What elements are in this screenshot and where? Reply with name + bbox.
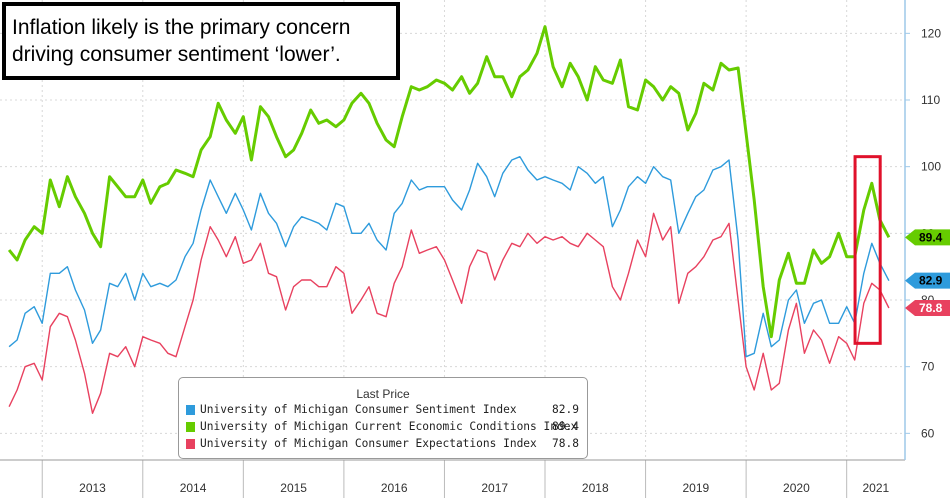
badge-shape bbox=[905, 272, 950, 289]
y-tick-label: 100 bbox=[921, 160, 941, 174]
headline-line-2: driving consumer sentiment ‘lower’. bbox=[12, 43, 341, 66]
y-tick-label: 110 bbox=[921, 93, 940, 107]
legend-title: Last Price bbox=[356, 387, 410, 401]
legend-item-label: University of Michigan Consumer Expectat… bbox=[200, 437, 537, 450]
legend-item-consumer-expectations: University of Michigan Consumer Expectat… bbox=[186, 436, 579, 452]
legend-item-label: University of Michigan Consumer Sentimen… bbox=[200, 403, 517, 416]
x-tick-label: 2014 bbox=[180, 481, 207, 495]
x-tick-label: 2015 bbox=[280, 481, 307, 495]
badge-label: 89.4 bbox=[919, 230, 943, 244]
legend-item-label: University of Michigan Current Economic … bbox=[200, 420, 578, 433]
legend: Last Price University of Michigan Consum… bbox=[178, 377, 588, 459]
legend-item-current-conditions: University of Michigan Current Economic … bbox=[186, 419, 579, 435]
x-tick-label: 2019 bbox=[682, 481, 709, 495]
series-line bbox=[8, 212, 890, 414]
legend-item-value: 82.9 bbox=[552, 403, 579, 416]
series-line bbox=[7, 25, 891, 339]
highlight-box bbox=[853, 155, 882, 345]
y-tick-label: 120 bbox=[921, 26, 941, 40]
y-tick-label: 70 bbox=[921, 360, 935, 374]
badge-shape bbox=[905, 229, 950, 246]
last-price-badge: 78.8 bbox=[905, 300, 950, 316]
legend-swatch-blue bbox=[186, 405, 195, 415]
x-tick-label: 2016 bbox=[381, 481, 408, 495]
series-lines bbox=[7, 25, 891, 414]
x-tick-label: 2013 bbox=[79, 481, 106, 495]
x-tick-label: 2020 bbox=[783, 481, 810, 495]
last-price-badge: 89.4 bbox=[905, 229, 950, 246]
badge-shape bbox=[905, 300, 950, 316]
headline-line-1: Inflation likely is the primary concern bbox=[12, 16, 351, 39]
legend-item-value: 89.4 bbox=[552, 420, 579, 433]
legend-swatch-green bbox=[186, 422, 195, 432]
legend-item-consumer-sentiment: University of Michigan Consumer Sentimen… bbox=[186, 402, 579, 418]
badge-label: 78.8 bbox=[919, 301, 943, 315]
legend-item-value: 78.8 bbox=[552, 437, 579, 450]
highlight-rectangle bbox=[853, 155, 882, 345]
headline-box: Inflation likely is the primary concern … bbox=[2, 2, 400, 80]
series-line bbox=[8, 156, 890, 358]
last-price-badges: 89.4 82.9 78.8 bbox=[905, 229, 950, 316]
x-tick-label: 2017 bbox=[481, 481, 508, 495]
y-tick-label: 60 bbox=[921, 426, 935, 440]
x-tick-label: 2018 bbox=[582, 481, 609, 495]
badge-label: 82.9 bbox=[919, 274, 943, 288]
legend-swatch-red bbox=[186, 439, 195, 449]
last-price-badge: 82.9 bbox=[905, 272, 950, 289]
x-tick-label: 2021 bbox=[862, 481, 889, 495]
